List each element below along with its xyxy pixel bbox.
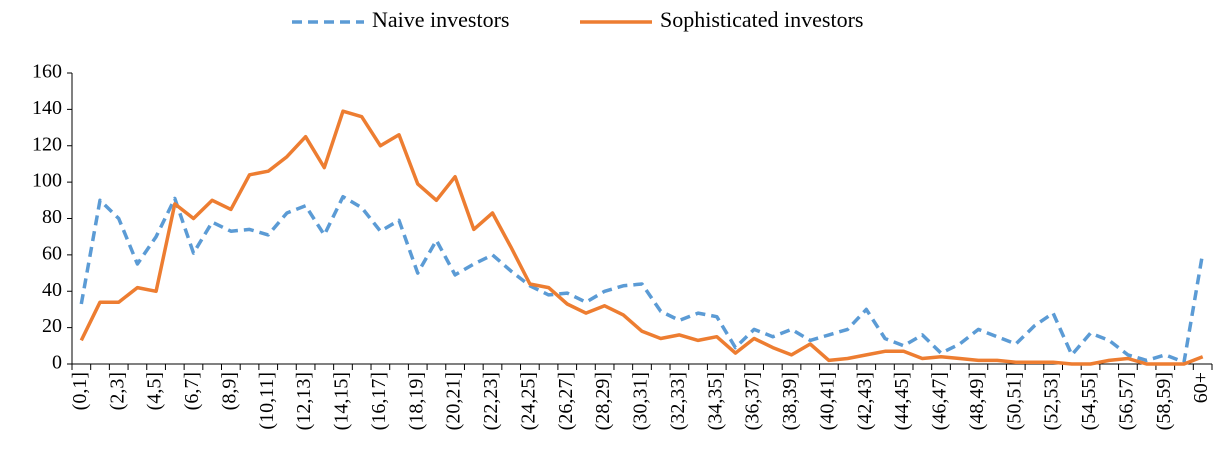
x-tick-label: (56,57]	[1115, 372, 1137, 430]
x-tick-label: (58,59]	[1153, 372, 1175, 430]
y-tick-label: 0	[52, 352, 62, 374]
x-tick-label: (24,25]	[517, 372, 539, 430]
y-tick-label: 140	[32, 97, 62, 119]
x-tick-label: (10,11]	[256, 372, 278, 430]
x-tick-label: (38,39]	[779, 372, 801, 430]
x-tick-label: (48,49]	[966, 372, 988, 430]
x-tick-label: (22,23]	[480, 372, 502, 430]
x-tick-label: (26,27]	[555, 372, 577, 430]
x-tick-label: (50,51]	[1003, 372, 1025, 430]
x-tick-label: (4,5]	[144, 372, 166, 410]
x-tick-label: (16,17]	[368, 372, 390, 430]
y-tick-label: 120	[32, 133, 62, 155]
x-tick-label: (34,35]	[704, 372, 726, 430]
x-tick-label: (8,9]	[218, 372, 240, 410]
y-tick-label: 100	[32, 170, 62, 192]
x-tick-label: (18,19]	[405, 372, 427, 430]
x-tick-label: (14,15]	[331, 372, 353, 430]
x-tick-label: (2,3]	[106, 372, 128, 410]
x-tick-label: (28,29]	[592, 372, 614, 430]
y-tick-label: 80	[42, 206, 62, 228]
x-tick-label: (44,45]	[891, 372, 913, 430]
x-tick-label: (54,55]	[1078, 372, 1100, 430]
x-tick-label: (52,53]	[1041, 372, 1063, 430]
x-tick-label: 60+	[1190, 372, 1212, 403]
x-tick-label: (6,7]	[181, 372, 203, 410]
y-tick-label: 160	[32, 61, 62, 83]
y-tick-label: 20	[42, 315, 62, 337]
legend-label: Naive investors	[372, 7, 509, 32]
x-tick-label: (32,33]	[667, 372, 689, 430]
x-tick-label: (46,47]	[929, 372, 951, 430]
x-tick-label: (12,13]	[293, 372, 315, 430]
x-tick-label: (36,37]	[742, 372, 764, 430]
x-tick-label: (42,43]	[854, 372, 876, 430]
y-tick-label: 60	[42, 242, 62, 264]
x-tick-label: (40,41]	[816, 372, 838, 430]
x-tick-label: (20,21]	[443, 372, 465, 430]
x-tick-label: (0,1]	[69, 372, 91, 410]
series-line	[79, 109, 1204, 366]
series-line	[79, 194, 1205, 364]
x-tick-label: (30,31]	[630, 372, 652, 430]
y-tick-label: 40	[42, 279, 62, 301]
legend-label: Sophisticated investors	[660, 7, 863, 32]
